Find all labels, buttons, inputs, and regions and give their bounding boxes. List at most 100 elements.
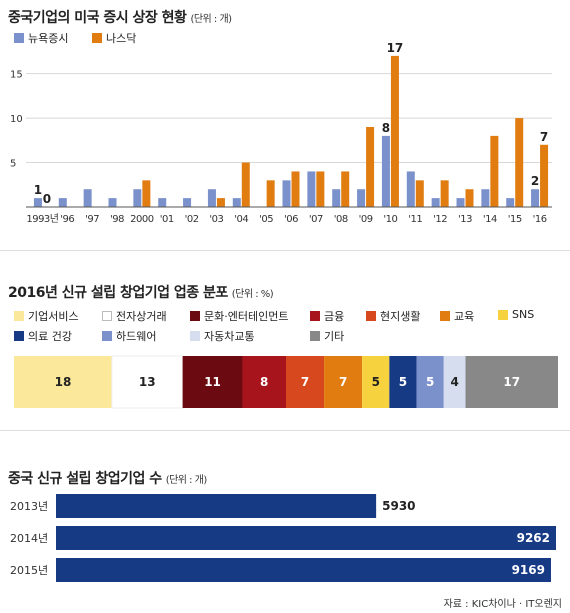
bar-nyse [357, 189, 366, 207]
divider [0, 430, 570, 431]
segment [14, 356, 112, 408]
chart3-title: 중국 신규 설립 창업기업 수 (단위 : 개) [8, 471, 208, 487]
x-tick-label: 1993년 [26, 213, 58, 225]
chart2-legend-item: 문화·엔터테인먼트 [190, 308, 288, 324]
x-tick-label: '96 [60, 214, 74, 225]
segment [443, 356, 466, 408]
chart2-legend-item: 하드웨어 [102, 328, 156, 344]
segment [324, 356, 363, 408]
x-tick-label: '10 [383, 214, 397, 225]
segment-value: 13 [139, 375, 156, 389]
data-label: 1 [34, 183, 42, 197]
x-tick-label: '14 [483, 214, 497, 225]
legend-swatch [310, 331, 320, 341]
segment [111, 355, 184, 409]
segment-value: 18 [55, 375, 72, 389]
legend-swatch [310, 311, 320, 321]
bar-nasdaq [366, 127, 375, 207]
bar-nyse [232, 198, 241, 207]
x-tick-label: '04 [234, 214, 248, 225]
bar-nasdaq [266, 180, 275, 207]
bar-nasdaq [490, 135, 499, 207]
chart1-unit: (단위 : 개) [190, 14, 232, 25]
chart2-legend-item: 의료 건강 [14, 328, 72, 344]
legend-swatch [14, 331, 24, 341]
bar-nasdaq [465, 189, 474, 207]
hbar-value: 9169 [512, 563, 545, 577]
chart2-svg: 18 13 11 8 7 7 5 5 5 4 17 [14, 355, 558, 409]
bar-nasdaq [390, 55, 399, 208]
chart2-legend-item: SNS [498, 308, 534, 321]
chart2-legend-item: 전자상거래 [102, 308, 167, 324]
segment [465, 356, 558, 408]
segment [242, 356, 286, 408]
category-label: 2014년 [10, 532, 48, 545]
chart1-legend-nasdaq: 나스닥 [92, 30, 136, 46]
data-label: 8 [382, 121, 390, 135]
divider [0, 250, 570, 251]
bar-nyse [406, 171, 415, 207]
bar-nasdaq [216, 198, 225, 207]
data-label: 17 [387, 41, 404, 55]
bar-nasdaq [341, 171, 350, 207]
chart1-legend-ny: 뉴욕증시 [14, 30, 68, 46]
chart2-legend-item: 기업서비스 [14, 308, 79, 324]
bar-nyse [207, 189, 216, 207]
x-tick-label: '13 [458, 214, 472, 225]
segment-value: 5 [426, 375, 434, 389]
segment-value: 11 [204, 375, 221, 389]
bar-nyse [133, 189, 142, 207]
source-note: 자료 : KIC차이나 · IT오렌지 [443, 599, 562, 610]
bar-nyse [481, 189, 490, 207]
bar-nyse [506, 198, 515, 207]
chart2-unit: (단위 : %) [231, 289, 274, 300]
x-tick-label: '11 [408, 214, 422, 225]
chart3-svg: 2013년 5930 2014년 9262 2015년 9169 [10, 494, 556, 582]
data-label: 2 [531, 174, 539, 188]
chart2-legend-item: 자동차교통 [190, 328, 255, 344]
legend-swatch [440, 311, 450, 321]
chart2-legend-item: 금융 [310, 308, 344, 324]
legend-swatch [14, 311, 24, 321]
hbar [56, 494, 377, 518]
segment-value: 4 [450, 375, 458, 389]
legend-swatch [190, 331, 200, 341]
hbar-value: 9262 [517, 531, 550, 545]
bar-nyse [531, 189, 540, 207]
bar-nasdaq [241, 162, 250, 207]
hbar [56, 526, 556, 550]
bar-nyse [83, 189, 92, 207]
segment [182, 356, 243, 408]
x-tick-label: '09 [359, 214, 373, 225]
x-tick-label: 2000 [130, 214, 154, 225]
chart2-legend-item: 기타 [310, 328, 344, 344]
segment-value: 5 [399, 375, 407, 389]
x-tick-label: '03 [209, 214, 223, 225]
x-tick-label: '01 [160, 214, 174, 225]
legend-swatch [14, 33, 24, 43]
bar-nyse [58, 198, 67, 207]
category-label: 2015년 [10, 564, 48, 577]
data-label: 0 [43, 192, 51, 206]
bar-nasdaq [415, 180, 424, 207]
x-tick-label: '16 [533, 214, 547, 225]
segment-value: 7 [301, 375, 309, 389]
chart3-unit: (단위 : 개) [165, 475, 208, 486]
chart1-svg: 5 10 15 1993년 '96 '97 '98 2000 '01 '02 '03 '04 '05 '0… [10, 41, 552, 225]
segment [362, 356, 390, 408]
segment-value: 5 [372, 375, 380, 389]
bar-nyse [108, 198, 117, 207]
segment-value: 7 [339, 375, 347, 389]
segment [416, 356, 444, 408]
bar-nasdaq [291, 171, 300, 207]
x-tick-label: '97 [85, 214, 99, 225]
segment-value: 8 [260, 375, 268, 389]
bar-nyse [33, 198, 42, 207]
bar-nasdaq [515, 118, 524, 207]
segment-value: 17 [503, 375, 520, 389]
chart2-legend-item: 현지생활 [366, 308, 420, 324]
x-tick-label: '02 [185, 214, 199, 225]
bar-nyse [431, 198, 440, 207]
segment [286, 356, 325, 408]
x-tick-label: '05 [259, 214, 273, 225]
